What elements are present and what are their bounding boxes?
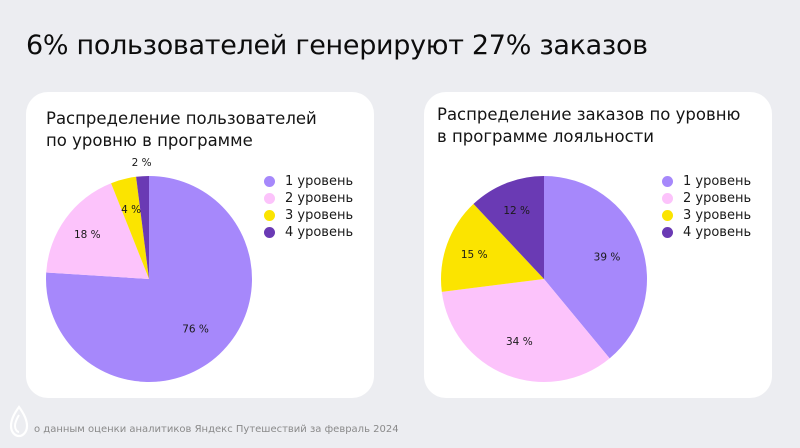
legend-dot (662, 210, 673, 221)
users-pie-legend: 1 уровень 2 уровень 3 уровень 4 уровень (264, 173, 353, 241)
legend-item-level-4: 4 уровень (662, 224, 751, 241)
users-pie-title-line-2: по уровню в программе (46, 131, 253, 150)
users-pie-title: Распределение пользователей по уровню в … (46, 108, 356, 152)
orders-pie-title-line-1: Распределение заказов по уровню (437, 105, 741, 124)
legend-item-level-3: 3 уровень (264, 207, 353, 224)
legend-dot (662, 176, 673, 187)
legend-label: 4 уровень (285, 225, 354, 240)
pie-slice-label-level-2: 34 % (506, 336, 533, 348)
legend-label: 3 уровень (285, 208, 354, 223)
legend-dot (264, 176, 275, 187)
legend-label: 2 уровень (683, 191, 752, 206)
legend-item-level-2: 2 уровень (662, 190, 751, 207)
pie-slice-level-1 (544, 176, 647, 359)
legend-dot (264, 227, 275, 238)
orders-pie-title-line-2: в программе лояльности (437, 127, 654, 146)
users-pie-title-line-1: Распределение пользователей (46, 109, 317, 128)
legend-dot (264, 210, 275, 221)
pie-slice-label-level-1: 39 % (594, 251, 621, 263)
pie-slice-level-3 (111, 176, 149, 279)
legend-item-level-3: 3 уровень (662, 207, 751, 224)
footer-source-note: о данным оценки аналитиков Яндекс Путеше… (34, 424, 399, 435)
orders-pie-legend: 1 уровень 2 уровень 3 уровень 4 уровень (662, 173, 751, 241)
legend-dot (662, 227, 673, 238)
legend-label: 4 уровень (683, 225, 752, 240)
pie-slice-level-4 (136, 176, 149, 279)
pie-slice-level-2 (441, 279, 610, 383)
pie-slice-level-2 (46, 183, 149, 279)
users-pie-chart: 76 % 18 % 4 % 2 % (46, 157, 252, 382)
legend-item-level-1: 1 уровень (662, 173, 751, 190)
legend-dot (662, 193, 673, 204)
orders-pie-card: Распределение заказов по уровню в програ… (424, 92, 772, 398)
pie-slice-label-level-3: 15 % (461, 249, 488, 261)
legend-label: 1 уровень (683, 174, 752, 189)
pie-slice-level-4 (473, 176, 544, 279)
yandex-travel-logo-icon (9, 405, 29, 438)
pie-slice-label-level-4: 2 % (132, 157, 152, 169)
pie-slice-label-level-2: 18 % (74, 229, 101, 241)
pie-slice-level-3 (441, 203, 544, 292)
pie-slice-label-level-3: 4 % (121, 204, 141, 216)
legend-dot (264, 193, 275, 204)
pie-slice-label-level-1: 76 % (182, 324, 209, 336)
pie-slice-label-level-4: 12 % (503, 205, 530, 217)
orders-pie-chart: 39 % 34 % 15 % 12 % (441, 176, 647, 383)
users-pie-card: Распределение пользователей по уровню в … (26, 92, 374, 398)
legend-item-level-4: 4 уровень (264, 224, 353, 241)
legend-label: 3 уровень (683, 208, 752, 223)
orders-pie-title: Распределение заказов по уровню в програ… (437, 104, 747, 148)
slide-title: 6% пользователей генерируют 27% заказов (26, 30, 648, 61)
legend-item-level-1: 1 уровень (264, 173, 353, 190)
legend-item-level-2: 2 уровень (264, 190, 353, 207)
legend-label: 2 уровень (285, 191, 354, 206)
legend-label: 1 уровень (285, 174, 354, 189)
